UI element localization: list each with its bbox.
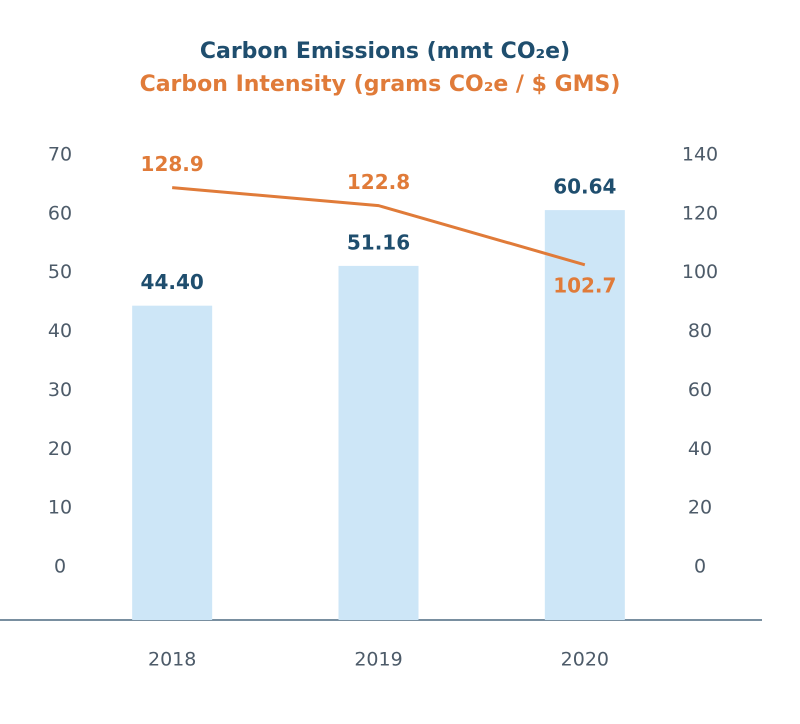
y-tick-label: 0 [54, 556, 66, 578]
y2-tick-label: 100 [682, 261, 718, 283]
y2-tick-label: 40 [688, 438, 712, 460]
chart-subtitle: Carbon Intensity (grams CO₂e / $ GMS) [140, 72, 621, 97]
line [172, 186, 586, 267]
bar-label: 60.64 [553, 175, 616, 199]
y2-tick-label: 80 [688, 320, 712, 342]
y-tick-label: 50 [48, 261, 72, 283]
y2-tick-label: 140 [682, 144, 718, 166]
bar [338, 265, 419, 620]
line-label: 102.7 [553, 273, 616, 297]
line-label: 122.8 [347, 170, 410, 194]
x-tick-label: 2020 [561, 649, 609, 671]
y-tick-label: 30 [48, 379, 72, 401]
x-tick-label: 2018 [148, 649, 196, 671]
y2-tick-label: 60 [688, 379, 712, 401]
y2-tick-label: 0 [694, 556, 706, 578]
bar-label: 44.40 [141, 270, 204, 294]
y-tick-label: 60 [48, 202, 72, 224]
x-tick-label: 2019 [354, 649, 402, 671]
y-tick-label: 40 [48, 320, 72, 342]
line-label: 128.9 [141, 152, 204, 176]
y2-tick-label: 120 [682, 202, 718, 224]
y-tick-label: 10 [48, 497, 72, 519]
bar-label: 51.16 [347, 230, 410, 254]
bar [544, 210, 625, 620]
chart-title: Carbon Emissions (mmt CO₂e) [200, 39, 570, 64]
y-tick-label: 20 [48, 438, 72, 460]
bar [132, 305, 213, 620]
y-tick-label: 70 [48, 144, 72, 166]
y2-tick-label: 20 [688, 497, 712, 519]
